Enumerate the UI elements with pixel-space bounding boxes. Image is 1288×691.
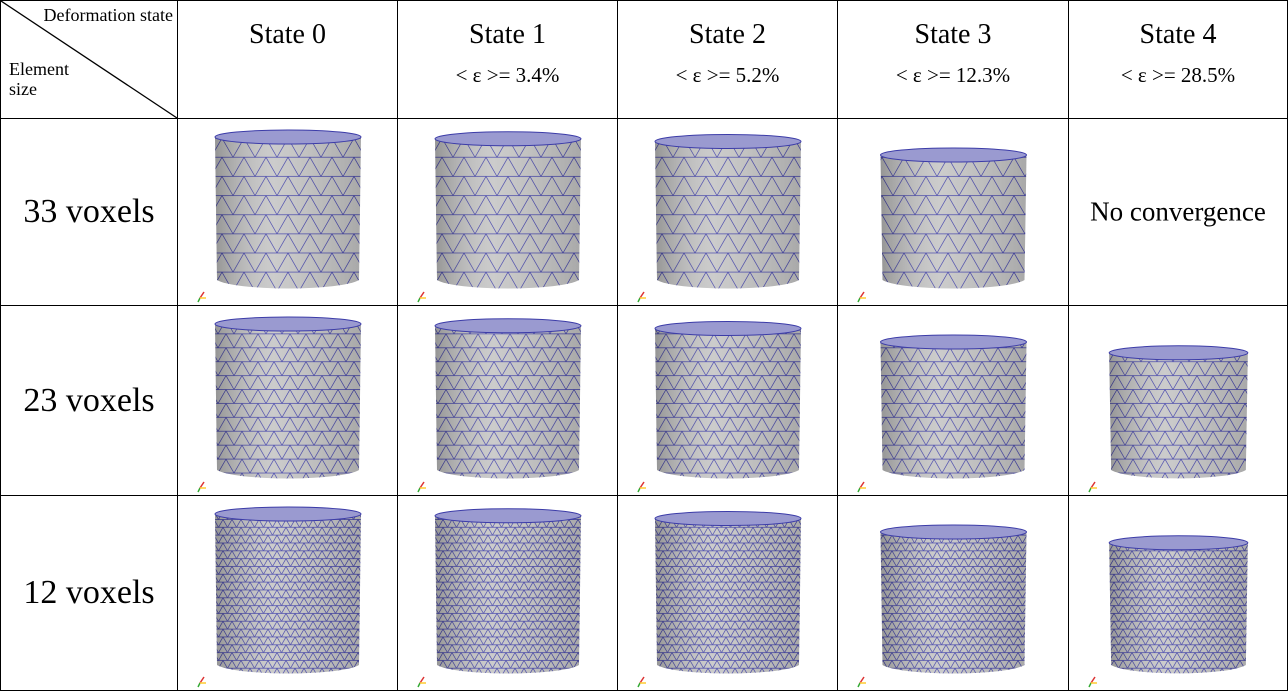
mesh-cell <box>398 496 618 691</box>
mesh-image <box>857 524 1027 688</box>
mesh-cell <box>1069 306 1288 496</box>
row-label: 12 voxels <box>23 574 155 611</box>
column-header: State 3 < ε >= 12.3% <box>838 1 1069 119</box>
mesh-image <box>857 334 1027 493</box>
row-label: 33 voxels <box>23 193 155 230</box>
row-label: 23 voxels <box>23 381 155 419</box>
mesh-image <box>637 511 802 688</box>
mesh-image <box>197 316 362 493</box>
no-convergence: No convergence <box>1090 196 1266 227</box>
diagonal <box>1 1 178 119</box>
mesh-image <box>637 134 802 303</box>
column-title: State 1 <box>469 19 546 50</box>
mesh-cell <box>398 119 618 306</box>
row-header: 12 voxels <box>1 496 178 691</box>
mesh-image <box>857 147 1027 303</box>
corner-cell: Deformation state Element size <box>1 1 178 119</box>
mesh-cell <box>178 496 398 691</box>
mesh-image <box>417 131 582 303</box>
column-header: State 2 < ε >= 5.2% <box>618 1 838 119</box>
mesh-cell <box>1069 496 1288 691</box>
mesh-image <box>417 508 582 688</box>
mesh-cell <box>178 306 398 496</box>
mesh-cell <box>618 119 838 306</box>
column-strain: < ε >= 5.2% <box>675 63 780 87</box>
column-strain: < ε >= 28.5% <box>1120 63 1236 87</box>
mesh-cell <box>838 496 1069 691</box>
mesh-cell <box>398 306 618 496</box>
column-title: State 4 <box>1139 19 1217 50</box>
mesh-image <box>1088 535 1249 688</box>
column-header: State 0 <box>178 1 398 119</box>
corner-bottom: Element size <box>9 59 69 99</box>
mesh-cell <box>618 306 838 496</box>
mesh-cell <box>838 119 1069 306</box>
row-header: 23 voxels <box>1 306 178 496</box>
mesh-cell <box>838 306 1069 496</box>
column-header: State 4 < ε >= 28.5% <box>1069 1 1288 119</box>
column-header: State 1 < ε >= 3.4% <box>398 1 618 119</box>
corner-top: Deformation state <box>43 5 173 25</box>
mesh-image <box>417 318 582 493</box>
column-title: State 2 <box>689 19 766 50</box>
column-strain: < ε >= 3.4% <box>455 63 560 87</box>
mesh-image <box>1088 345 1249 493</box>
column-strain: < ε >= 12.3% <box>895 63 1011 87</box>
mesh-cell <box>618 496 838 691</box>
mesh-image <box>197 506 362 688</box>
column-title: State 0 <box>249 19 326 50</box>
column-title: State 3 <box>914 19 992 50</box>
mesh-image <box>637 321 802 493</box>
mesh-cell: No convergence <box>1069 119 1288 306</box>
row-header: 33 voxels <box>1 119 178 306</box>
mesh-cell <box>178 119 398 306</box>
mesh-image <box>197 129 362 303</box>
